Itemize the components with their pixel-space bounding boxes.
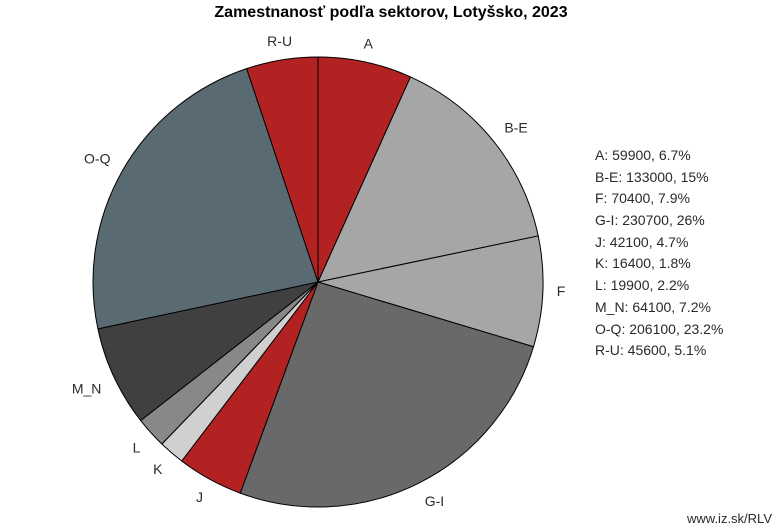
legend-item: L: 19900, 2.2% [595, 275, 723, 297]
legend-item: M_N: 64100, 7.2% [595, 297, 723, 319]
legend-item: R-U: 45600, 5.1% [595, 340, 723, 362]
slice-label-a: A [364, 35, 374, 51]
slice-label-g-i: G-I [425, 493, 444, 509]
slice-label-b-e: B-E [504, 119, 527, 135]
legend-item: G-I: 230700, 26% [595, 210, 723, 232]
slice-label-k: K [153, 461, 163, 477]
legend-item: F: 70400, 7.9% [595, 188, 723, 210]
legend: A: 59900, 6.7%B-E: 133000, 15%F: 70400, … [595, 145, 723, 362]
legend-item: O-Q: 206100, 23.2% [595, 319, 723, 341]
slice-label-j: J [196, 489, 203, 505]
legend-item: J: 42100, 4.7% [595, 232, 723, 254]
slice-label-l: L [133, 439, 141, 455]
slice-label-o-q: O-Q [84, 150, 111, 166]
legend-item: K: 16400, 1.8% [595, 253, 723, 275]
slice-label-f: F [557, 283, 566, 299]
source-link: www.iz.sk/RLV [687, 511, 772, 526]
legend-item: B-E: 133000, 15% [595, 167, 723, 189]
slice-label-r-u: R-U [267, 33, 292, 49]
chart-container: Zamestnanosť podľa sektorov, Lotyšsko, 2… [0, 0, 782, 532]
legend-item: A: 59900, 6.7% [595, 145, 723, 167]
slice-label-m-n: M_N [72, 380, 102, 396]
